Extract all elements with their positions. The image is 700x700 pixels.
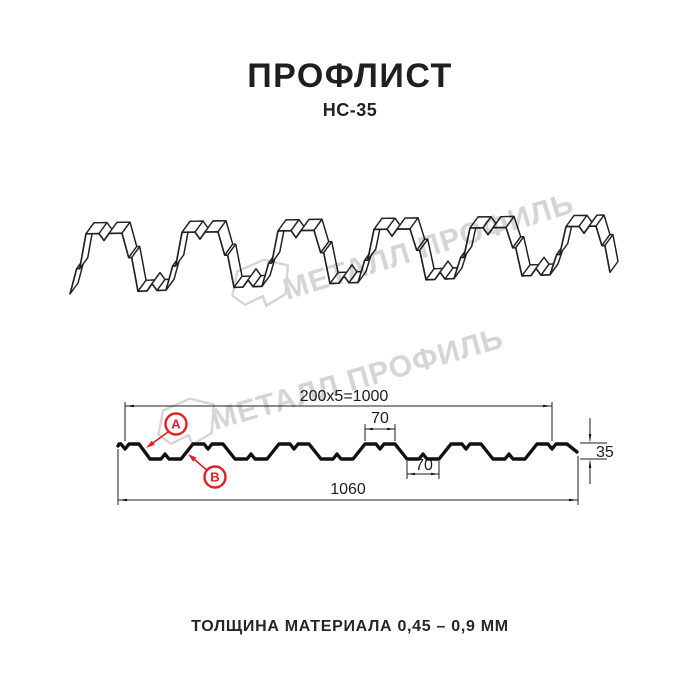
callout-b-label: B <box>210 470 219 485</box>
dim-label-top-width: 200x5=1000 <box>300 388 389 405</box>
cross-section-drawing: 200x5=1000 70 70 <box>116 388 614 505</box>
dimension-rib-top <box>364 424 396 441</box>
dim-label-total-width: 1060 <box>330 481 366 498</box>
dimension-total-width <box>117 449 579 505</box>
profile-model: НС-35 <box>322 100 378 120</box>
iso-profile-drawing <box>69 214 619 295</box>
dim-label-height: 35 <box>596 444 614 461</box>
dim-label-rib-bottom: 70 <box>415 457 433 474</box>
dimension-rib-bottom <box>406 461 440 479</box>
dim-label-rib-top: 70 <box>371 410 389 427</box>
cross-section-profile <box>116 442 579 461</box>
callout-a-label: A <box>171 417 181 432</box>
callout-a: A <box>146 412 188 448</box>
material-thickness-caption: ТОЛЩИНА МАТЕРИАЛА 0,45 – 0,9 ММ <box>191 618 509 635</box>
watermark-bottom: МЕТАЛЛ ПРОФИЛЬ <box>157 322 508 447</box>
watermark-text: МЕТАЛЛ ПРОФИЛЬ <box>208 322 508 437</box>
dimension-top-width <box>124 402 553 441</box>
page-title: ПРОФЛИСТ <box>247 57 453 95</box>
metal-profile-logo-icon <box>231 258 290 308</box>
callout-b: B <box>188 454 227 489</box>
dimension-height <box>580 418 607 484</box>
